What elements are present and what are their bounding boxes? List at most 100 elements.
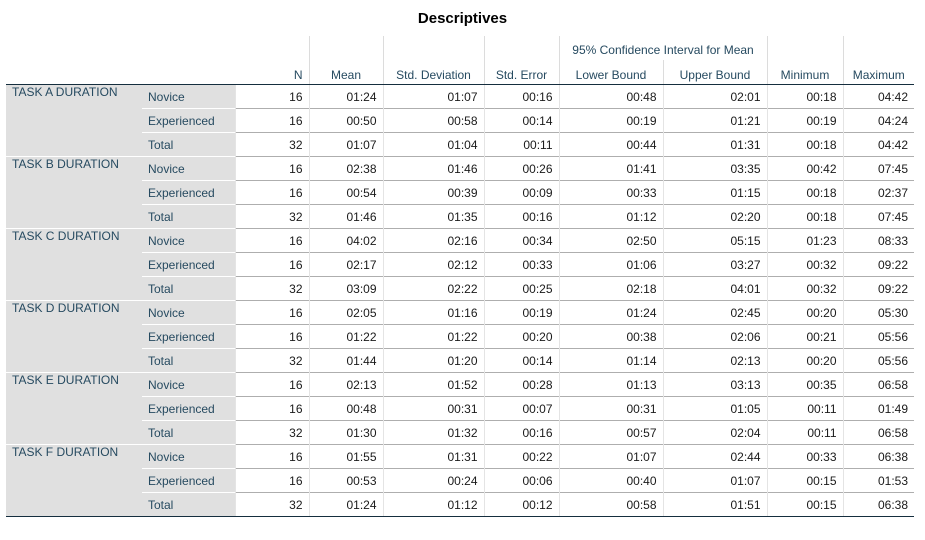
header-minimum: Minimum: [766, 60, 843, 85]
cell-mean: 01:07: [308, 132, 383, 157]
table-row: Total 32 01:24 01:12 00:12 00:58 01:51 00:15 06:…: [6, 492, 914, 517]
cell-mean: 02:13: [308, 372, 383, 397]
group-label: Experienced: [142, 396, 235, 421]
cell-lower-bound: 01:07: [558, 444, 663, 469]
cell-maximum: 05:56: [842, 348, 914, 373]
cell-upper-bound: 02:44: [662, 444, 767, 469]
cell-upper-bound: 02:04: [662, 420, 767, 445]
cell-mean: 01:22: [308, 324, 383, 349]
cell-std-deviation: 01:04: [382, 132, 484, 157]
cell-maximum: 01:49: [842, 396, 914, 421]
table-row: Experienced 16 00:54 00:39 00:09 00:33 01:15 00…: [6, 180, 914, 205]
group-label: Novice: [142, 84, 235, 109]
cell-mean: 01:55: [308, 444, 383, 469]
table-title: Descriptives: [417, 10, 508, 27]
cell-std-deviation: 01:35: [382, 204, 484, 229]
cell-std-deviation: 02:22: [382, 276, 484, 301]
cell-upper-bound: 02:13: [662, 348, 767, 373]
header-mean: Mean: [308, 60, 383, 85]
cell-mean: 02:05: [308, 300, 383, 325]
cell-n: 32: [234, 420, 309, 445]
cell-maximum: 06:38: [842, 444, 914, 469]
header-upper-bound: Upper Bound: [662, 60, 767, 85]
cell-upper-bound: 04:01: [662, 276, 767, 301]
cell-std-deviation: 00:31: [382, 396, 484, 421]
cell-lower-bound: 01:14: [558, 348, 663, 373]
cell-std-error: 00:20: [483, 324, 559, 349]
cell-n: 16: [234, 468, 309, 493]
cell-maximum: 05:30: [842, 300, 914, 325]
cell-upper-bound: 03:13: [662, 372, 767, 397]
cell-mean: 01:24: [308, 84, 383, 109]
cell-lower-bound: 00:19: [558, 108, 663, 133]
table-row: Experienced 16 02:17 02:12 00:33 01:06 03:27 00…: [6, 252, 914, 277]
cell-n: 16: [234, 324, 309, 349]
task-label: TASK A DURATION: [6, 84, 142, 157]
cell-mean: 00:53: [308, 468, 383, 493]
cell-n: 32: [234, 204, 309, 229]
table-row: TASK E DURATION Novice 16 02:13 01:52 00:28 01…: [6, 372, 914, 445]
cell-std-deviation: 01:12: [382, 492, 484, 517]
cell-minimum: 00:15: [766, 492, 843, 517]
descriptives-table: 95% Confidence Interval for Mean N Mean …: [6, 36, 914, 517]
cell-lower-bound: 01:24: [558, 300, 663, 325]
header-ci-group: 95% Confidence Interval for Mean: [558, 36, 767, 60]
cell-upper-bound: 01:05: [662, 396, 767, 421]
cell-n: 16: [234, 84, 309, 109]
header-std-error: Std. Error: [483, 60, 559, 85]
cell-lower-bound: 01:41: [558, 156, 663, 181]
cell-mean: 00:48: [308, 396, 383, 421]
group-label: Experienced: [142, 468, 235, 493]
cell-std-error: 00:14: [483, 108, 559, 133]
cell-std-deviation: 00:58: [382, 108, 484, 133]
group-label: Total: [142, 420, 235, 445]
table-row: Experienced 16 00:48 00:31 00:07 00:31 01:05 00…: [6, 396, 914, 421]
table-row: TASK B DURATION Novice 16 02:38 01:46 00:26 01…: [6, 156, 914, 229]
cell-std-deviation: 01:52: [382, 372, 484, 397]
table-row: Total 32 03:09 02:22 00:25 02:18 04:01 00:32 09:…: [6, 276, 914, 301]
header-maximum: Maximum: [842, 60, 914, 85]
cell-upper-bound: 01:51: [662, 492, 767, 517]
cell-lower-bound: 00:44: [558, 132, 663, 157]
cell-std-deviation: 02:16: [382, 228, 484, 253]
group-label: Total: [142, 132, 235, 157]
cell-n: 16: [234, 228, 309, 253]
cell-upper-bound: 01:21: [662, 108, 767, 133]
cell-maximum: 06:58: [842, 420, 914, 445]
cell-minimum: 00:18: [766, 180, 843, 205]
group-label: Total: [142, 348, 235, 373]
cell-std-deviation: 01:22: [382, 324, 484, 349]
cell-maximum: 04:42: [842, 84, 914, 109]
cell-minimum: 00:11: [766, 420, 843, 445]
cell-std-error: 00:06: [483, 468, 559, 493]
table-body: TASK A DURATION Novice 16 01:24 01:07 00:16 00…: [6, 84, 914, 517]
cell-std-error: 00:26: [483, 156, 559, 181]
cell-mean: 00:54: [308, 180, 383, 205]
cell-minimum: 00:18: [766, 204, 843, 229]
table-row: TASK C DURATION Novice 16 04:02 02:16 00:34 02…: [6, 228, 914, 301]
cell-std-error: 00:28: [483, 372, 559, 397]
table-row: TASK D DURATION Novice 16 02:05 01:16 00:19 01…: [6, 300, 914, 373]
task-label: TASK D DURATION: [6, 300, 142, 373]
cell-std-deviation: 01:46: [382, 156, 484, 181]
header-corner: [6, 36, 142, 60]
cell-n: 32: [234, 492, 309, 517]
task-label: TASK E DURATION: [6, 372, 142, 445]
cell-minimum: 00:20: [766, 300, 843, 325]
cell-n: 16: [234, 372, 309, 397]
cell-mean: 02:38: [308, 156, 383, 181]
task-label: TASK F DURATION: [6, 444, 142, 517]
cell-upper-bound: 01:31: [662, 132, 767, 157]
group-label: Total: [142, 276, 235, 301]
cell-lower-bound: 00:31: [558, 396, 663, 421]
cell-minimum: 00:18: [766, 84, 843, 109]
cell-n: 32: [234, 276, 309, 301]
cell-maximum: 04:42: [842, 132, 914, 157]
cell-maximum: 01:53: [842, 468, 914, 493]
cell-std-deviation: 00:39: [382, 180, 484, 205]
cell-minimum: 00:21: [766, 324, 843, 349]
cell-maximum: 09:22: [842, 252, 914, 277]
cell-lower-bound: 02:18: [558, 276, 663, 301]
cell-maximum: 09:22: [842, 276, 914, 301]
cell-maximum: 05:56: [842, 324, 914, 349]
